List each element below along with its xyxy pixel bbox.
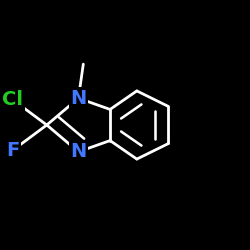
Text: Cl: Cl: [2, 90, 23, 109]
Text: N: N: [70, 142, 86, 161]
Text: N: N: [70, 89, 86, 108]
Text: F: F: [6, 141, 19, 160]
